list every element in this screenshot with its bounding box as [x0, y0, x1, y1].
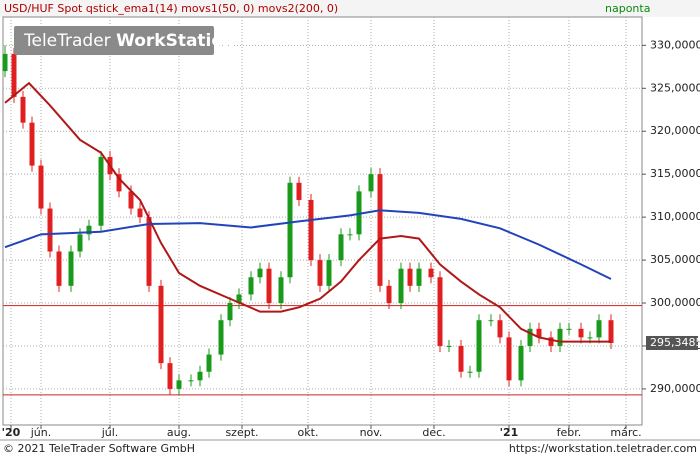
- plot-frame: [2, 16, 643, 426]
- x-tick-label: szept.: [225, 426, 258, 439]
- candle-body: [47, 208, 53, 252]
- y-tick-label: 320,0000: [650, 124, 700, 137]
- candle-body: [347, 234, 353, 236]
- candle-body: [458, 345, 464, 372]
- y-tick-label: 310,0000: [650, 210, 700, 223]
- y-tick-label: 305,0000: [650, 253, 700, 266]
- candle-body: [596, 320, 602, 338]
- candle-body: [296, 182, 302, 200]
- candle-body: [416, 268, 422, 286]
- candle-body: [206, 354, 212, 372]
- candle-body: [257, 268, 263, 278]
- y-tick-label: 290,0000: [650, 382, 700, 395]
- moving-average-line: [4, 81, 611, 343]
- candle-body: [548, 337, 554, 346]
- y-tick-label: 325,0000: [650, 81, 700, 94]
- candle-body: [527, 328, 533, 346]
- candle-body: [98, 157, 104, 226]
- candle-body: [116, 174, 122, 192]
- x-tick-label: '20: [2, 426, 21, 439]
- candle-body: [227, 303, 233, 321]
- y-tick-label: 330,0000: [650, 38, 700, 51]
- candle-body: [536, 328, 542, 338]
- x-tick-label: aug.: [167, 426, 191, 439]
- last-price-box: [646, 335, 698, 350]
- x-tick-label: '21: [500, 426, 519, 439]
- candle-body: [407, 268, 413, 286]
- moving-average-line: [4, 209, 612, 280]
- watermark-box: [14, 26, 214, 55]
- candle-body: [56, 251, 62, 286]
- candle-body: [158, 285, 164, 364]
- candle-body: [476, 320, 482, 372]
- watermark-text: TeleTrader: [23, 31, 111, 51]
- candle-body: [608, 320, 614, 343]
- footer-url: https://workstation.teletrader.com: [509, 442, 697, 455]
- y-tick-label: 300,0000: [650, 296, 700, 309]
- x-tick-label: okt.: [298, 426, 319, 439]
- x-tick-label: febr.: [557, 426, 582, 439]
- x-tick-label: nov.: [360, 426, 383, 439]
- candle-body: [176, 380, 182, 389]
- candle-body: [428, 268, 434, 278]
- candle-body: [137, 208, 143, 218]
- candle-body: [38, 165, 44, 209]
- candle-body: [86, 225, 92, 235]
- candle-body: [197, 371, 203, 381]
- candle-body: [356, 191, 362, 235]
- x-tick-label: márc.: [610, 426, 641, 439]
- candle-body: [557, 328, 563, 346]
- candle-body: [128, 191, 134, 209]
- candle-body: [566, 328, 572, 330]
- candle-body: [446, 345, 452, 347]
- candle-body: [2, 53, 8, 72]
- header-bar: [0, 0, 700, 17]
- interval: naponta: [605, 2, 650, 15]
- candle-body: [11, 53, 17, 97]
- candle-body: [167, 363, 173, 389]
- x-tick-label: dec.: [422, 426, 445, 439]
- candle-body: [437, 277, 443, 346]
- candle-body: [248, 277, 254, 295]
- candle-body: [587, 337, 593, 339]
- candle-body: [29, 122, 35, 166]
- candle-body: [77, 234, 83, 252]
- candle-body: [20, 96, 26, 123]
- last-price-label: 295,3485: [650, 336, 700, 349]
- footer-copyright: © 2021 TeleTrader Software GmbH: [3, 442, 195, 455]
- candle-body: [278, 277, 284, 304]
- candle-body: [287, 182, 293, 278]
- candle-body: [386, 285, 392, 304]
- candle-body: [488, 320, 494, 322]
- candle-body: [467, 371, 473, 373]
- candle-body: [218, 320, 224, 355]
- candle-body: [578, 328, 584, 338]
- candle-body: [308, 199, 314, 261]
- candle-body: [266, 268, 272, 304]
- watermark: TeleTrader WorkStation: [23, 31, 235, 51]
- x-tick-label: jún.: [30, 426, 52, 439]
- watermark-text: WorkStation: [116, 31, 235, 51]
- candle-body: [188, 380, 194, 382]
- y-tick-label: 315,0000: [650, 167, 700, 180]
- candle-body: [317, 260, 323, 286]
- candle-body: [368, 174, 374, 192]
- candle-body: [236, 294, 242, 304]
- candle-body: [377, 174, 383, 286]
- candle-body: [518, 345, 524, 381]
- candle-body: [326, 260, 332, 286]
- candle-body: [497, 320, 503, 338]
- candle-body: [506, 337, 512, 381]
- candle-body: [338, 234, 344, 261]
- candle-body: [398, 268, 404, 304]
- candle-body: [68, 251, 74, 286]
- candle-body: [146, 217, 152, 286]
- chart-title: USD/HUF Spot qstick_ema1(14) movs1(50, 0…: [4, 2, 338, 15]
- x-tick-label: júl.: [101, 426, 119, 439]
